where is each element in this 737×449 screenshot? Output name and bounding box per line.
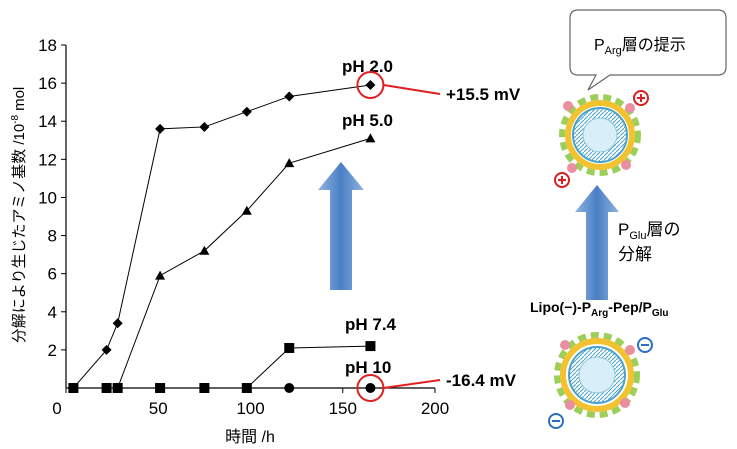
y-tick-label: 2 (48, 341, 57, 360)
marker (101, 344, 112, 355)
marker (155, 383, 166, 393)
marker (365, 341, 376, 352)
arrow (318, 162, 364, 290)
y-tick-label: 18 (38, 36, 57, 55)
marker (365, 383, 376, 393)
marker (155, 123, 166, 134)
y-label-text: mol (11, 87, 28, 111)
marker (365, 133, 376, 143)
marker (241, 205, 252, 215)
bubble-text: PArg層の提示 (594, 36, 686, 57)
marker (241, 106, 252, 117)
bubble-sub: Arg (605, 45, 622, 57)
construct-label: Lipo(−)-PArg-Pep/PGlu (530, 299, 669, 319)
marker (284, 383, 295, 393)
series-label: pH 7.4 (345, 315, 397, 334)
marker (284, 158, 295, 168)
series-label: pH 10 (345, 358, 391, 377)
annotation: -16.4 mV (446, 371, 517, 390)
series-line (73, 345, 371, 389)
y-tick-label: 12 (38, 150, 57, 169)
leader-line (383, 379, 441, 389)
marker (241, 383, 252, 393)
series-label: pH 5.0 (342, 111, 393, 130)
bubble-text: 層の提示 (622, 36, 686, 54)
series-line (73, 84, 371, 389)
marker (199, 383, 210, 393)
y-tick-label: 8 (48, 227, 57, 246)
marker (365, 80, 376, 91)
construct-text: Lipo(−)-P (530, 299, 591, 315)
marker (284, 91, 295, 102)
series-line (73, 137, 371, 389)
x-tick-label: 0 (52, 399, 61, 418)
y-tick-label: 16 (38, 74, 57, 93)
liposome (548, 332, 653, 429)
y-tick-label: 14 (38, 112, 57, 131)
y-label-sup: -8 (10, 114, 21, 123)
x-tick-label: 100 (236, 399, 264, 418)
step-text: P (618, 220, 629, 239)
construct-text: -Pep/P (608, 299, 652, 315)
marker (199, 121, 210, 132)
plot: 2 4 6 8 10 12 14 16 18 0 50 100 150 200 pH 2.0 pH 5.0 pH… (38, 36, 521, 418)
marker (284, 342, 295, 353)
annotation: +15.5 mV (446, 85, 521, 104)
x-tick-label: 200 (421, 399, 449, 418)
marker (112, 383, 123, 393)
y-tick-label: 4 (48, 303, 57, 322)
y-axis-label: 分解により生じたアミノ基数 /10-8 mol (10, 87, 28, 344)
marker (199, 245, 210, 255)
step-sub: Glu (629, 230, 646, 242)
leader-line (383, 84, 441, 96)
step-text: 分解 (618, 245, 652, 264)
speech-bubble (569, 9, 727, 91)
y-tick-label: 10 (38, 188, 57, 207)
x-tick-label: 150 (329, 399, 357, 418)
bubble-text: P (594, 37, 605, 54)
marker (112, 318, 123, 329)
series-label: pH 2.0 (342, 57, 393, 76)
x-axis-label: 時間 /h (225, 428, 275, 446)
step-text: 層の (646, 220, 680, 239)
arrow (575, 185, 619, 300)
y-tick-label: 6 (48, 265, 57, 284)
construct-sub: Glu (652, 308, 669, 319)
step-text: PGlu層の (618, 220, 680, 242)
liposome (554, 90, 649, 188)
marker (101, 383, 112, 393)
marker (155, 270, 166, 280)
marker (68, 383, 79, 393)
x-tick-label: 50 (149, 399, 168, 418)
construct-sub: Arg (591, 308, 608, 319)
y-label-text: 分解により生じたアミノ基数 /10 (11, 124, 28, 343)
